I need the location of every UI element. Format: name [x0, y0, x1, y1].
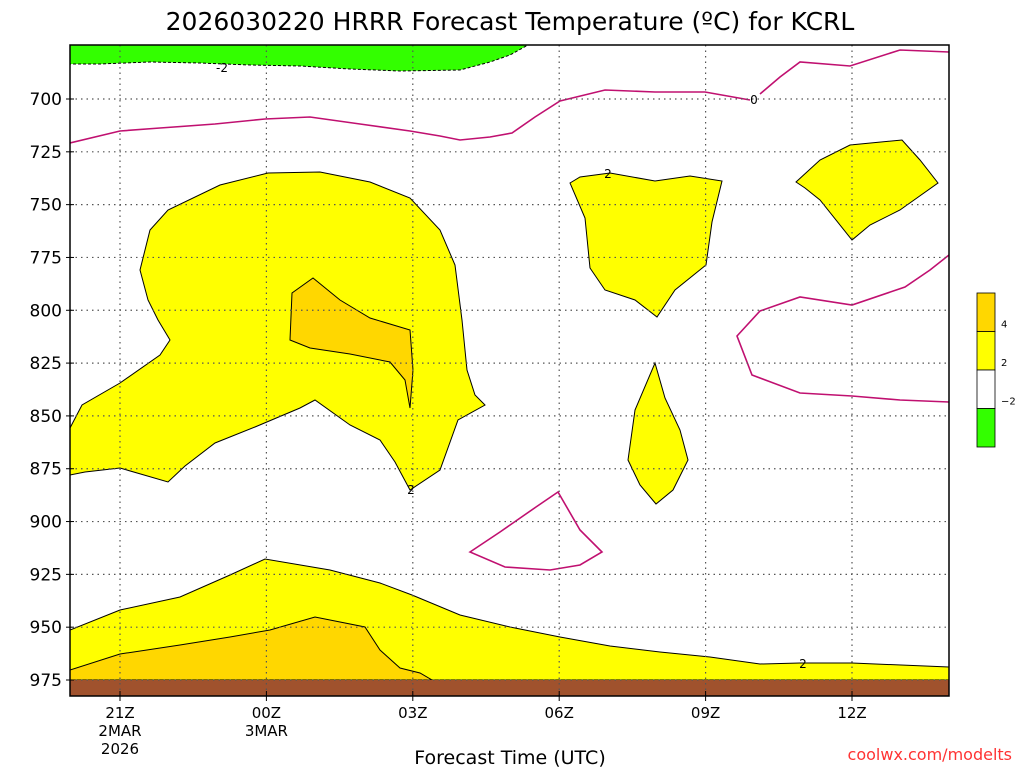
colorbar-swatch	[976, 369, 996, 409]
y-tick-label: 875	[30, 460, 62, 480]
plot-border	[69, 44, 950, 697]
colorbar: 4 2 −2	[976, 292, 1016, 448]
contour-label-zero: 0	[750, 93, 758, 107]
zero-isotherm-upper	[70, 89, 751, 144]
x-tick-sublabel: 2MAR	[98, 722, 141, 740]
credit-text: coolwx.com/modelts	[848, 745, 1012, 764]
y-tick-label: 800	[30, 301, 62, 321]
x-tick-label: 12Z	[837, 704, 866, 722]
y-tick-label: 975	[30, 671, 62, 691]
zero-isotherm-right	[736, 254, 949, 403]
x-tick-label: 09Z	[691, 704, 720, 722]
warm-region-upper-right	[795, 139, 939, 241]
contour-label-2-lower: 2	[799, 657, 807, 671]
warm-region-upper	[70, 171, 486, 491]
x-tick-label: 03Z	[398, 704, 427, 722]
y-tick-label: 725	[30, 143, 62, 163]
y-tick-label: 950	[30, 618, 62, 638]
y-tick-label: 925	[30, 565, 62, 585]
colorbar-swatch	[976, 408, 996, 448]
ground-surface	[70, 680, 949, 696]
x-tick-label: 06Z	[545, 704, 574, 722]
contour-label-2-upper: 2	[604, 167, 612, 181]
x-tick-label: 21Z	[105, 704, 134, 722]
x-tick-label: 00Z	[252, 704, 281, 722]
contour-label-2-mid: 2	[407, 483, 415, 497]
y-tick-label: 750	[30, 196, 62, 216]
contour-label-minus2: -2	[216, 61, 228, 75]
y-axis: 700 725 750 775 800 825 850 875 900 925 950 975	[30, 90, 74, 691]
colorbar-label: 4	[1001, 320, 1007, 331]
colorbar-label: −2	[1001, 397, 1016, 408]
y-tick-label: 900	[30, 513, 62, 533]
x-tick-sublabel: 2026	[101, 740, 139, 758]
contour-fields	[70, 45, 949, 696]
gridlines	[70, 45, 949, 696]
colorbar-swatch	[976, 292, 996, 332]
zero-isotherm-upper-right	[759, 49, 949, 95]
cold-region-below-minus2	[70, 45, 530, 72]
colorbar-label: 2	[1001, 358, 1007, 369]
x-axis-label: Forecast Time (UTC)	[414, 747, 605, 768]
y-tick-label: 775	[30, 248, 62, 268]
y-tick-label: 825	[30, 354, 62, 374]
colorbar-swatch	[976, 331, 996, 371]
zero-isotherm-lower-loop	[468, 490, 604, 571]
y-tick-label: 700	[30, 90, 62, 110]
chart-title: 2026030220 HRRR Forecast Temperature (ºC…	[166, 7, 855, 36]
x-tick-sublabel: 3MAR	[245, 722, 288, 740]
y-tick-label: 850	[30, 407, 62, 427]
